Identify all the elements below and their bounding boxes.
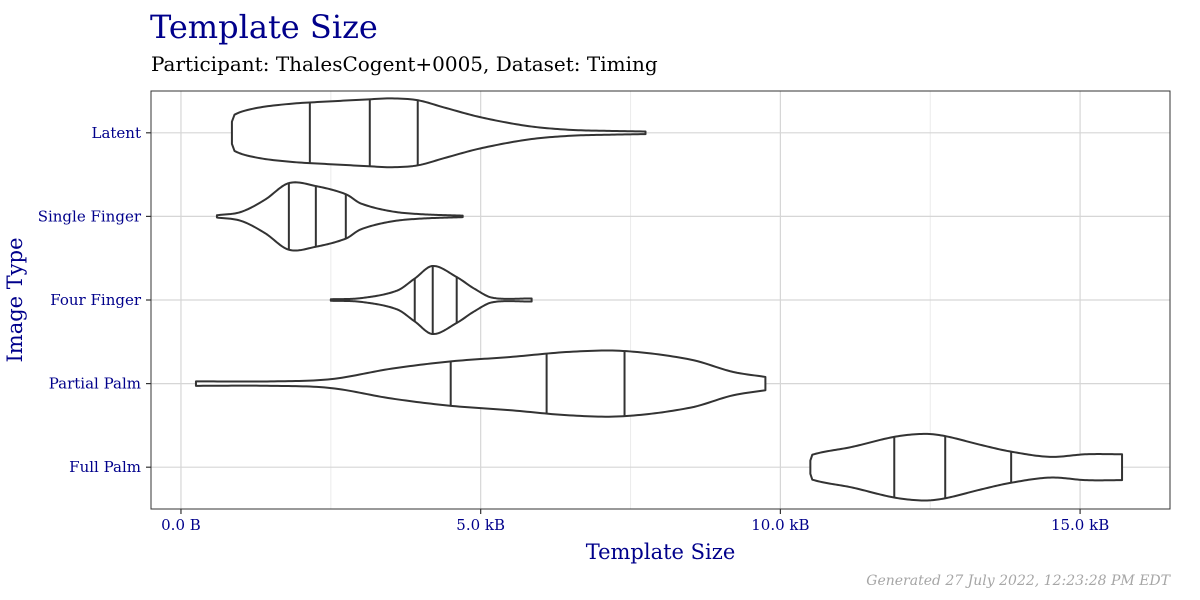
violin-outline — [230, 97, 647, 169]
y-tick-label: Latent — [92, 124, 142, 142]
chart-title: Template Size — [150, 8, 378, 46]
y-axis-title: Image Type — [3, 237, 27, 362]
violin-outline — [809, 432, 1124, 502]
violin-latent — [230, 97, 647, 169]
violin-four-finger — [329, 264, 533, 336]
y-axis-ticks: Latent Single Finger Four Finger Partial Pa… — [38, 124, 151, 476]
violins — [194, 97, 1124, 502]
violin-outline — [194, 349, 767, 418]
chart-subtitle: Participant: ThalesCogent+0005, Dataset:… — [151, 52, 658, 76]
x-tick-label: 5.0 kB — [456, 516, 505, 534]
x-axis-ticks: 0.0 B 5.0 kB 10.0 kB 15.0 kB — [161, 509, 1109, 534]
violin-partial-palm — [194, 349, 767, 418]
x-tick-label: 10.0 kB — [751, 516, 809, 534]
y-tick-label: Single Finger — [38, 207, 142, 225]
violin-full-palm — [809, 432, 1124, 502]
generated-timestamp: Generated 27 July 2022, 12:23:28 PM EDT — [866, 573, 1170, 589]
y-tick-label: Full Palm — [69, 458, 141, 476]
y-tick-label: Four Finger — [50, 291, 142, 309]
violin-outline — [215, 181, 464, 252]
x-axis-title: Template Size — [586, 540, 736, 564]
x-tick-label: 15.0 kB — [1051, 516, 1109, 534]
y-tick-label: Partial Palm — [49, 375, 141, 393]
violin-outline — [329, 264, 533, 336]
violin-single-finger — [215, 181, 464, 252]
x-tick-label: 0.0 B — [161, 516, 201, 534]
